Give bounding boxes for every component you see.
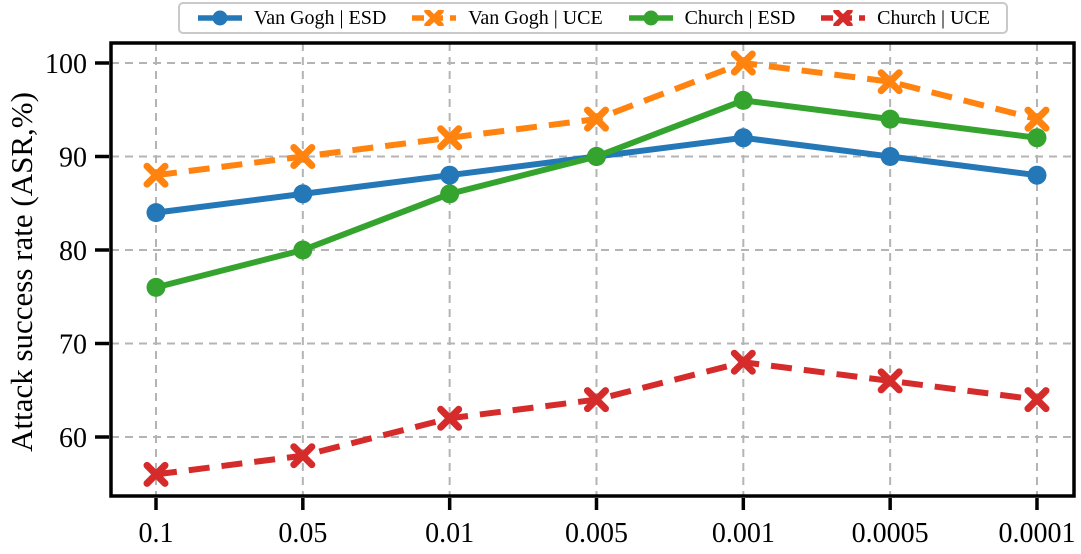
data-point-marker [880, 109, 900, 129]
legend-line-circle-icon [198, 10, 242, 26]
legend-item-van-gogh-uce: Van Gogh | UCE [410, 7, 603, 30]
legend-item-van-gogh-esd: Van Gogh | ESD [196, 7, 386, 30]
x-tick-label: 0.01 [425, 518, 474, 549]
data-point-marker [440, 184, 460, 204]
y-tick-label: 80 [59, 236, 87, 267]
x-tick-label: 0.0005 [852, 518, 929, 549]
x-tick-label: 0.001 [712, 518, 775, 549]
data-point-marker [293, 184, 313, 204]
data-point-marker [146, 277, 166, 297]
data-point-marker [1027, 128, 1047, 148]
data-point-marker [733, 128, 753, 148]
data-point-marker [437, 405, 463, 431]
axes-border [109, 41, 1076, 498]
data-point-marker [1027, 165, 1047, 185]
y-tick-label: 100 [45, 49, 87, 80]
legend-label: Church | ESD [684, 6, 796, 29]
x-tick-label: 0.1 [139, 518, 174, 549]
legend-line-circle-icon [628, 10, 673, 26]
data-point-marker [146, 203, 166, 223]
legend-item-church-esd: Church | ESD [627, 6, 796, 30]
data-point-marker [877, 69, 903, 95]
legend-label: Van Gogh | ESD [254, 6, 387, 29]
y-tick-label: 90 [59, 143, 87, 174]
data-point-marker [583, 106, 609, 132]
legend-label: Van Gogh | UCE [468, 6, 603, 29]
legend-item-church-uce: Church | UCE [819, 7, 990, 30]
data-point-marker [733, 90, 753, 110]
y-axis-title: Attack success rate (ASR,%) [4, 92, 39, 452]
data-point-marker [880, 147, 900, 166]
x-tick-label: 0.005 [565, 518, 628, 549]
data-point-marker [730, 50, 756, 76]
data-point-marker [290, 144, 316, 169]
x-tick-label: 0.0001 [998, 518, 1075, 549]
legend-dash-x-icon [412, 10, 457, 26]
y-tick-label: 70 [59, 330, 87, 361]
data-point-marker [143, 461, 169, 487]
legend-label: Church | UCE [877, 6, 990, 29]
data-point-marker [877, 368, 903, 394]
data-point-marker [143, 162, 169, 188]
data-point-marker [1024, 106, 1050, 132]
data-point-marker [1024, 387, 1050, 413]
data-point-marker [586, 147, 606, 166]
data-point-marker [730, 349, 756, 375]
legend-dash-x-icon [821, 10, 866, 26]
data-point-marker [440, 165, 460, 185]
data-point-marker [293, 240, 313, 260]
y-tick-label: 60 [59, 423, 87, 454]
legend: Van Gogh | ESD Van Gogh | UCE Church | E… [178, 2, 1008, 34]
x-tick-label: 0.05 [278, 518, 327, 549]
data-point-marker [290, 443, 316, 469]
data-point-marker [583, 387, 609, 413]
data-point-marker [437, 125, 463, 151]
